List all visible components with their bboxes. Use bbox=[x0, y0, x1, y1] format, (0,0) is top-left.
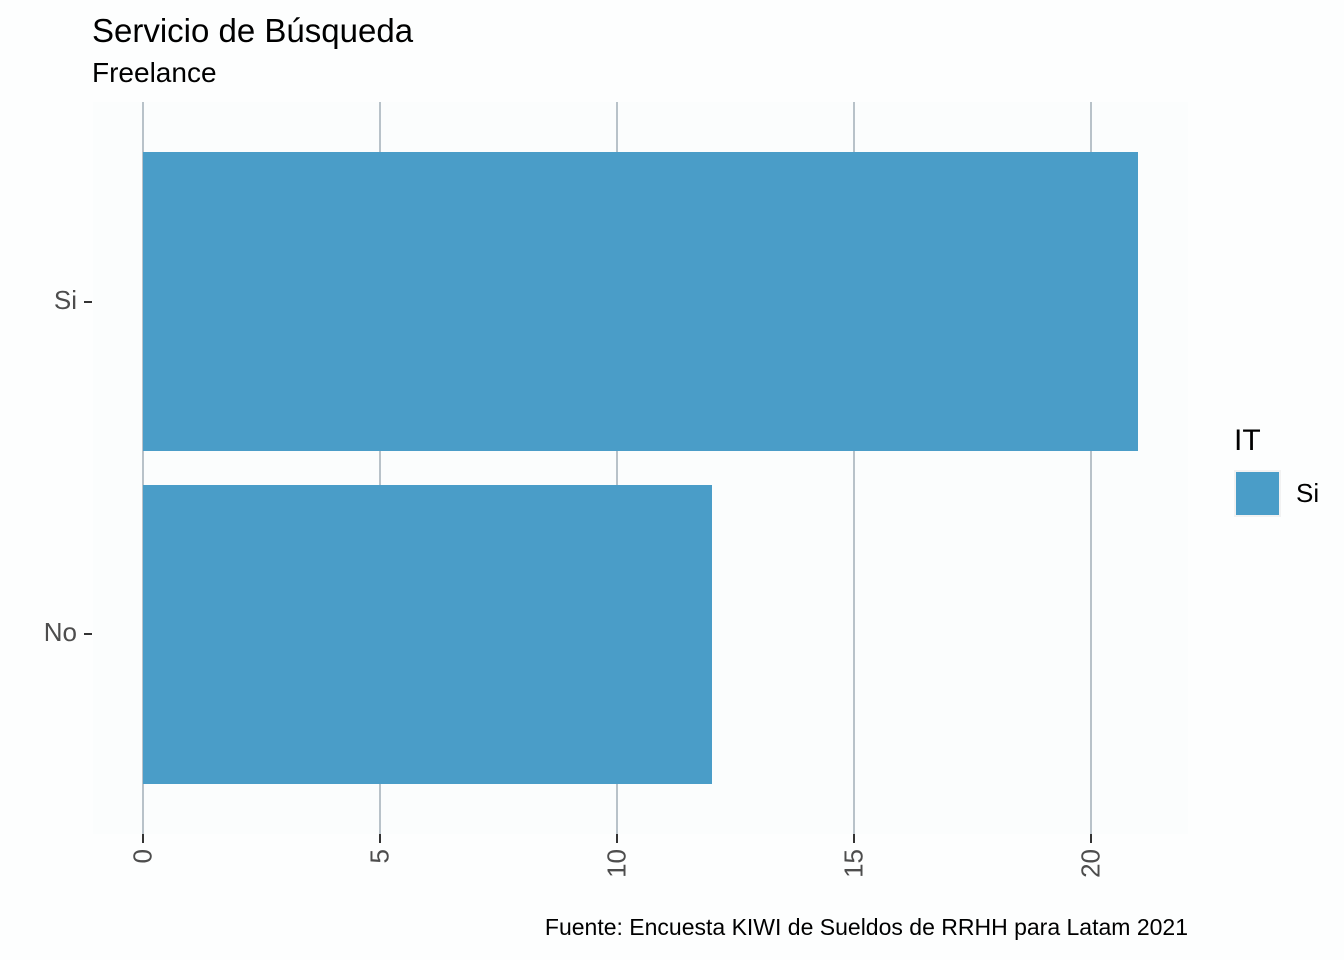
legend-entry-label: Si bbox=[1296, 478, 1320, 508]
bar-no bbox=[142, 484, 712, 785]
x-axis-tick bbox=[1089, 834, 1092, 843]
x-axis-tick-label-text: 15 bbox=[838, 849, 869, 878]
x-axis: 0 5 10 15 20 bbox=[93, 834, 1188, 909]
x-axis-tick bbox=[141, 834, 144, 843]
legend-entry: Si bbox=[1234, 470, 1319, 517]
plot-title: Servicio de Búsqueda bbox=[92, 12, 414, 49]
legend-title: IT bbox=[1234, 424, 1261, 457]
x-axis-tick-label: 15 bbox=[838, 849, 869, 878]
legend-swatch-icon bbox=[1236, 472, 1279, 515]
bar-si bbox=[142, 151, 1139, 452]
x-axis-tick-label-text: 0 bbox=[127, 849, 158, 864]
x-axis-tick-label-text: 5 bbox=[364, 849, 395, 864]
x-gridline bbox=[1089, 102, 1092, 834]
x-gridline bbox=[852, 102, 855, 834]
legend-key bbox=[1234, 470, 1281, 517]
y-axis-label-si: Si bbox=[53, 284, 77, 315]
x-gridline bbox=[378, 102, 381, 834]
x-axis-tick bbox=[378, 834, 381, 843]
y-axis-tick bbox=[84, 300, 92, 303]
x-axis-tick bbox=[852, 834, 855, 843]
x-gridline bbox=[141, 102, 144, 834]
x-axis-tick-label-text: 20 bbox=[1075, 849, 1106, 878]
x-axis-tick-label: 10 bbox=[601, 849, 632, 878]
x-axis-tick-label: 5 bbox=[364, 849, 395, 864]
x-axis-tick-label: 20 bbox=[1075, 849, 1106, 878]
plot-subtitle: Freelance bbox=[92, 57, 217, 88]
x-axis-tick-label-text: 10 bbox=[601, 849, 632, 878]
x-axis-tick bbox=[615, 834, 618, 843]
x-gridline bbox=[615, 102, 618, 834]
chart-panel bbox=[93, 102, 1188, 834]
x-axis-tick-label: 0 bbox=[127, 849, 158, 864]
y-axis: Si No bbox=[0, 102, 93, 834]
y-axis-tick bbox=[84, 633, 92, 636]
caption: Fuente: Encuesta KIWI de Sueldos de RRHH… bbox=[544, 914, 1188, 940]
legend: IT Si bbox=[1234, 424, 1319, 517]
y-axis-label-no: No bbox=[43, 617, 77, 648]
